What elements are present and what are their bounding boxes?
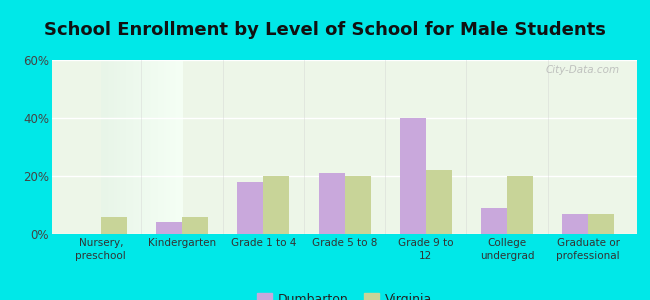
Bar — [182, 217, 208, 234]
Bar — [344, 176, 370, 234]
Bar — [588, 214, 614, 234]
Bar — [318, 173, 344, 234]
Bar — [400, 118, 426, 234]
Text: City-Data.com: City-Data.com — [545, 65, 619, 75]
Text: School Enrollment by Level of School for Male Students: School Enrollment by Level of School for… — [44, 21, 606, 39]
Bar — [562, 214, 588, 234]
Bar — [481, 208, 507, 234]
Bar — [101, 217, 127, 234]
Bar — [263, 176, 289, 234]
Legend: Dumbarton, Virginia: Dumbarton, Virginia — [253, 289, 436, 300]
Bar — [426, 170, 452, 234]
Bar — [507, 176, 533, 234]
Bar — [237, 182, 263, 234]
Bar — [156, 222, 182, 234]
